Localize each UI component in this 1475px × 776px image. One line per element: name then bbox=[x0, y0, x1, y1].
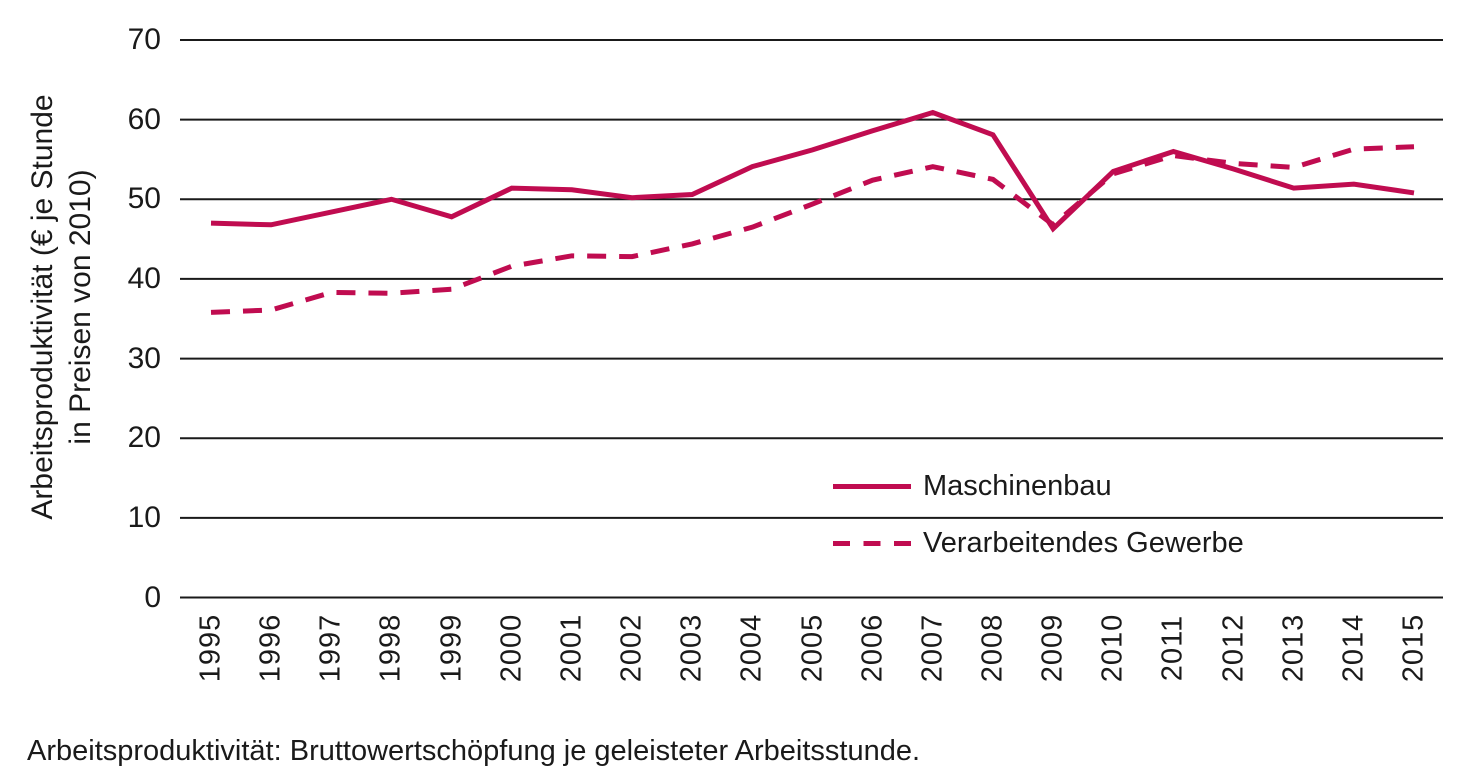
y-tick-label-60: 60 bbox=[127, 102, 161, 136]
x-tick-label-1999: 1999 bbox=[435, 613, 468, 683]
legend-item-verarbeitendes-gewerbe: Verarbeitendes Gewerbe bbox=[833, 523, 1244, 563]
x-tick-label-2015: 2015 bbox=[1397, 613, 1430, 683]
y-tick-label-70: 70 bbox=[127, 23, 161, 56]
series-line-maschinenbau bbox=[210, 109, 1415, 233]
solid-line-swatch bbox=[833, 483, 911, 489]
y-tick-label-30: 30 bbox=[127, 341, 161, 375]
x-tick-label-2007: 2007 bbox=[916, 613, 949, 683]
series-line-verarbeitendes-gewerbe bbox=[210, 144, 1415, 315]
x-tick-label-2002: 2002 bbox=[615, 613, 648, 683]
legend-label-maschinenbau: Maschinenbau bbox=[923, 469, 1112, 502]
y-tick-label-20: 20 bbox=[127, 421, 161, 455]
x-tick-label-2013: 2013 bbox=[1277, 613, 1310, 683]
x-tick-label-1998: 1998 bbox=[374, 613, 407, 683]
x-tick-label-1995: 1995 bbox=[194, 613, 227, 683]
legend: Maschinenbau Verarbeitendes Gewerbe bbox=[833, 466, 1244, 580]
x-tick-label-1996: 1996 bbox=[254, 613, 287, 683]
x-tick-label-2003: 2003 bbox=[675, 613, 708, 683]
x-tick-label-1997: 1997 bbox=[314, 613, 347, 683]
y-tick-label-10: 10 bbox=[127, 500, 161, 534]
x-tick-label-2011: 2011 bbox=[1156, 614, 1189, 682]
figure-caption: Arbeitsproduktivität: Bruttowertschöpfun… bbox=[27, 735, 921, 767]
x-tick-label-2008: 2008 bbox=[976, 613, 1009, 683]
y-tick-label-40: 40 bbox=[127, 261, 161, 295]
x-tick-label-2014: 2014 bbox=[1337, 613, 1370, 683]
x-tick-label-2004: 2004 bbox=[735, 613, 768, 683]
y-tick-label-50: 50 bbox=[127, 182, 161, 216]
dashed-line-swatch bbox=[833, 540, 911, 546]
x-tick-label-2005: 2005 bbox=[796, 613, 828, 683]
x-tick-label-2010: 2010 bbox=[1096, 613, 1129, 683]
y-tick-label-0: 0 bbox=[144, 580, 161, 614]
legend-label-verarbeitendes-gewerbe: Verarbeitendes Gewerbe bbox=[923, 526, 1244, 559]
x-tick-label-2006: 2006 bbox=[856, 613, 889, 683]
x-tick-label-2000: 2000 bbox=[495, 613, 528, 683]
x-tick-label-2012: 2012 bbox=[1217, 613, 1250, 683]
legend-item-maschinenbau: Maschinenbau bbox=[833, 466, 1244, 506]
x-tick-label-2009: 2009 bbox=[1036, 613, 1069, 683]
x-tick-label-2001: 2001 bbox=[555, 613, 588, 683]
